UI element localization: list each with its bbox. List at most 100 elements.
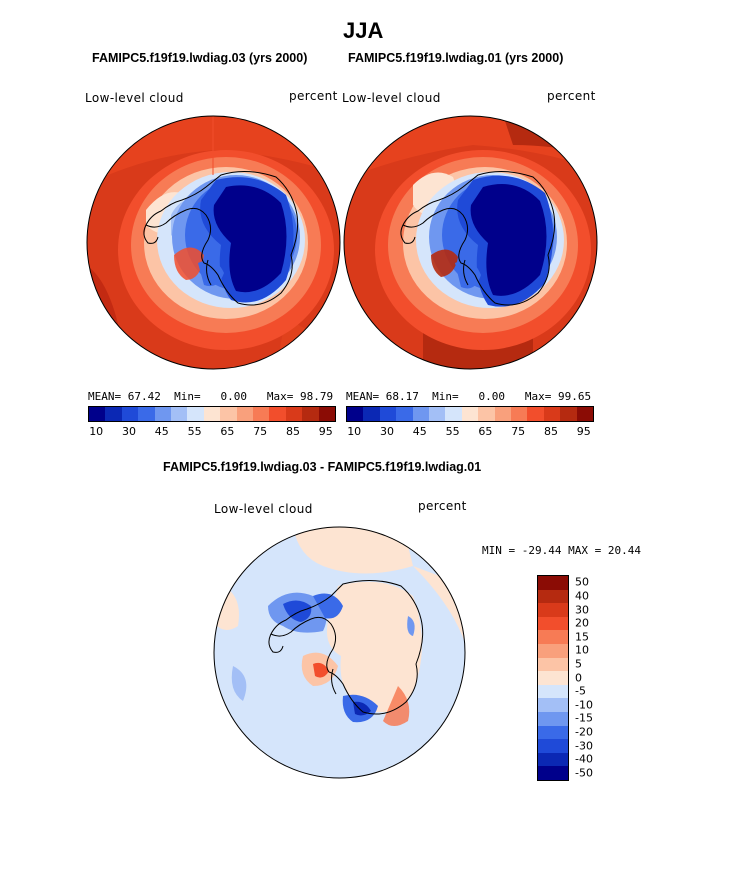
colorbar-tick-label: 45 <box>154 425 169 438</box>
colorbar-swatch <box>576 407 594 421</box>
colorbar-tick-label: 30 <box>122 425 136 438</box>
colorbar-tick-label: 55 <box>187 425 202 438</box>
colorbar-swatch <box>538 630 568 644</box>
panel2-min-label: Min= <box>432 390 459 403</box>
diff-min-max: MIN = -29.44 MAX = 20.44 <box>482 544 641 557</box>
panel1-min-value: 0.00 <box>220 390 248 403</box>
colorbar-swatch <box>154 407 172 421</box>
panel1-variable-label: Low-level cloud <box>85 91 184 105</box>
colorbar-tick-label: 75 <box>253 425 268 438</box>
colorbar-tick-label: -40 <box>575 752 593 766</box>
colorbar-swatch <box>538 616 568 631</box>
panel1-max-value: 98.79 <box>300 390 334 403</box>
diff-units-label: percent <box>418 499 467 513</box>
colorbar-swatch <box>89 407 106 421</box>
colorbar-swatch <box>171 407 188 421</box>
colorbar-swatch <box>560 407 577 421</box>
panel1-map <box>86 115 341 370</box>
colorbar-tick-label: 15 <box>575 630 589 644</box>
colorbar-swatch <box>538 766 568 780</box>
panel1-case-title: FAMIPC5.f19f19.lwdiag.03 (yrs 2000) <box>92 51 308 65</box>
colorbar-swatch <box>347 407 364 421</box>
colorbar-swatch <box>527 407 544 421</box>
diff-case-title: FAMIPC5.f19f19.lwdiag.03 - FAMIPC5.f19f1… <box>163 460 482 474</box>
colorbar-swatch <box>253 407 270 421</box>
colorbar-swatch <box>412 407 430 421</box>
colorbar-tick-label: 65 <box>220 425 235 438</box>
colorbar-swatch <box>302 407 319 421</box>
panel2-units-label: percent <box>547 89 596 103</box>
diff-coastline <box>270 580 424 715</box>
panel1-units-label: percent <box>289 89 338 103</box>
colorbar-swatch <box>105 407 122 421</box>
colorbar-swatch <box>187 407 204 421</box>
colorbar-tick-label: 85 <box>286 425 300 438</box>
colorbar-tick-label: 40 <box>575 589 589 603</box>
colorbar-tick-label: 0 <box>575 671 582 685</box>
colorbar-swatch <box>121 407 139 421</box>
colorbar-tick-label: 10 <box>347 425 362 438</box>
colorbar-tick-label: 95 <box>576 425 591 438</box>
colorbar-tick-label: 45 <box>412 425 427 438</box>
panel2-colorbar <box>346 406 594 422</box>
panel1-mean-label: MEAN= <box>88 390 122 403</box>
colorbar-swatch <box>538 684 568 699</box>
colorbar-swatch <box>538 657 568 672</box>
diff-continent-field <box>326 581 422 713</box>
diff-variable-label: Low-level cloud <box>214 502 313 516</box>
colorbar-swatch <box>494 407 512 421</box>
colorbar-swatch <box>220 407 237 421</box>
colorbar-tick-label: 30 <box>575 603 589 617</box>
colorbar-swatch <box>203 407 221 421</box>
colorbar-tick-label: -50 <box>575 766 593 780</box>
panel2-case-title: FAMIPC5.f19f19.lwdiag.01 (yrs 2000) <box>348 51 564 65</box>
colorbar-tick-label: 20 <box>575 616 589 630</box>
panel2-mean-label: MEAN= <box>346 390 380 403</box>
diff-map <box>213 526 466 779</box>
colorbar-swatch <box>538 576 568 590</box>
colorbar-swatch <box>269 407 286 421</box>
colorbar-swatch <box>538 643 568 658</box>
colorbar-swatch <box>538 725 568 740</box>
panel2-variable-label: Low-level cloud <box>342 91 441 105</box>
page-title: JJA <box>343 18 384 43</box>
panel1-coastline <box>145 171 299 306</box>
colorbar-tick-label: -20 <box>575 725 593 739</box>
diff-colorbar <box>537 575 569 781</box>
colorbar-tick-label: 95 <box>318 425 333 438</box>
colorbar-swatch <box>445 407 462 421</box>
colorbar-swatch <box>538 739 568 753</box>
colorbar-swatch <box>543 407 561 421</box>
colorbar-swatch <box>511 407 528 421</box>
panel1-max-label: Max= <box>266 390 294 403</box>
colorbar-swatch <box>396 407 413 421</box>
panel2-max-value: 99.65 <box>558 390 592 403</box>
colorbar-tick-label: -10 <box>575 698 593 712</box>
colorbar-swatch <box>379 407 397 421</box>
colorbar-swatch <box>478 407 495 421</box>
colorbar-tick-label: 30 <box>380 425 394 438</box>
colorbar-swatch <box>538 698 568 712</box>
colorbar-swatch <box>538 752 568 767</box>
colorbar-swatch <box>538 589 568 604</box>
colorbar-tick-label: -30 <box>575 739 593 753</box>
colorbar-tick-label: 75 <box>511 425 526 438</box>
panel1-mean-value: 67.42 <box>127 390 161 403</box>
panel2-map <box>343 115 598 370</box>
colorbar-swatch <box>285 407 303 421</box>
colorbar-tick-label: 65 <box>478 425 493 438</box>
colorbar-tick-label: 50 <box>575 575 589 589</box>
colorbar-tick-label: 55 <box>445 425 460 438</box>
colorbar-tick-label: -15 <box>575 711 593 725</box>
colorbar-swatch <box>318 407 336 421</box>
colorbar-swatch <box>363 407 380 421</box>
panel2-coastline <box>402 171 556 306</box>
panel2-min-value: 0.00 <box>478 390 506 403</box>
colorbar-swatch <box>461 407 479 421</box>
panel2-mean-value: 68.17 <box>385 390 419 403</box>
colorbar-tick-label: -5 <box>575 684 586 698</box>
colorbar-tick-label: 10 <box>89 425 104 438</box>
colorbar-swatch <box>538 671 568 685</box>
colorbar-tick-label: 85 <box>544 425 558 438</box>
panel2-max-label: Max= <box>524 390 552 403</box>
